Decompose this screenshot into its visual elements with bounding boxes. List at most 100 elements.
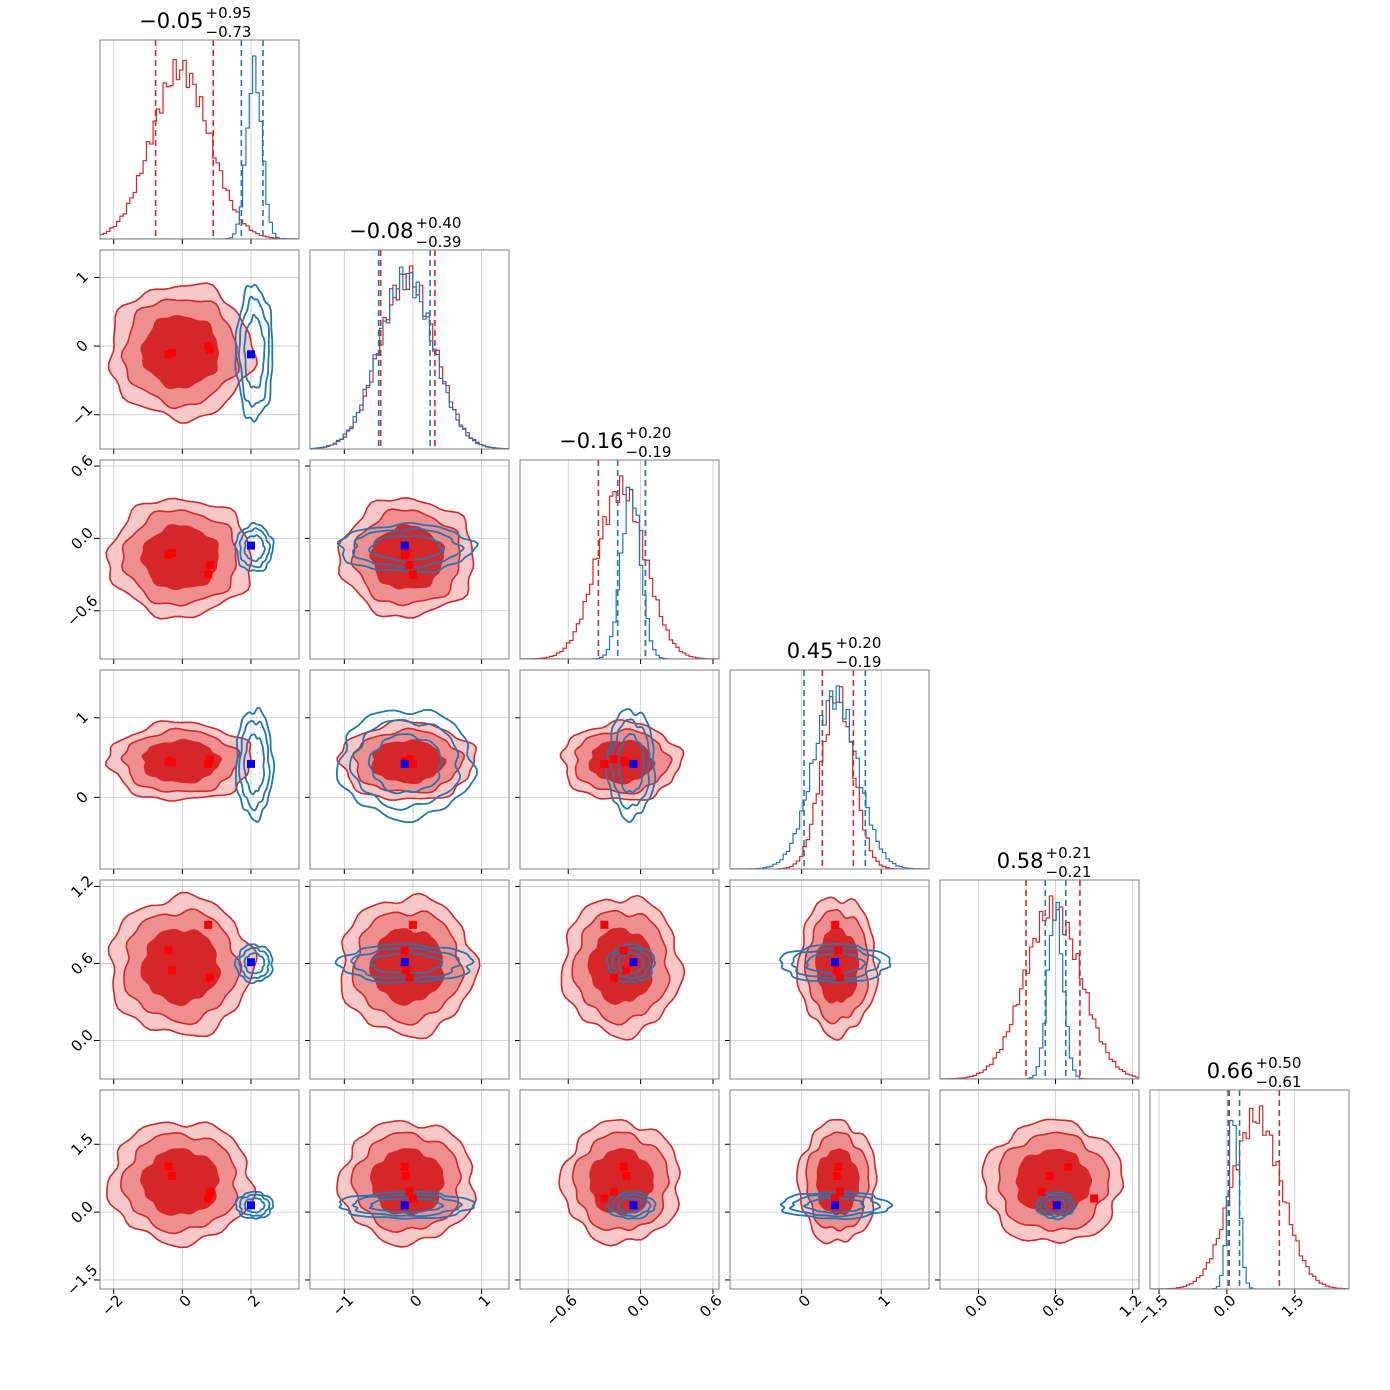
contour-red-inner: [140, 524, 219, 591]
histogram-blue: [100, 55, 299, 239]
title-plus: +0.21: [1046, 844, 1092, 862]
sample-point: [795, 957, 798, 960]
sample-point: [260, 321, 263, 323]
marker-red: [405, 560, 414, 569]
marker-blue: [247, 350, 255, 359]
sample-point: [440, 723, 442, 725]
panel-frame: [309, 669, 510, 870]
histogram-red: [520, 475, 719, 659]
sample-point: [269, 969, 272, 972]
sample-point: [258, 359, 261, 361]
marker-blue: [400, 1201, 409, 1210]
histogram-red: [100, 59, 299, 239]
contour-red-inner: [141, 738, 223, 784]
panel-frame: [519, 459, 720, 660]
sample-point: [258, 553, 261, 556]
marker-red: [622, 965, 631, 974]
panel-frame: [99, 669, 300, 870]
marker-red: [164, 756, 173, 765]
x-tick-label: 0: [795, 1291, 814, 1310]
title-minus: −0.19: [626, 443, 672, 461]
y-tick-label: 0.6: [67, 949, 97, 979]
panel-3-3: 0.45 +0.20−0.19: [729, 634, 930, 874]
sample-point: [634, 808, 636, 810]
x-tick-label: 1: [475, 1291, 494, 1310]
sample-point: [263, 968, 265, 971]
contour-blue-middle: [1038, 1193, 1072, 1218]
marker-red: [205, 755, 214, 764]
sample-point: [634, 711, 637, 714]
y-tick-label: 0.0: [67, 1026, 97, 1056]
sample-point: [412, 810, 415, 813]
sample-point: [256, 411, 259, 414]
panel-3-1: [305, 669, 510, 874]
sample-point: [256, 752, 258, 754]
panel-1-1: −0.08 +0.40−0.39: [309, 214, 510, 454]
contour-blue-outer: [336, 521, 479, 573]
histogram-blue: [940, 901, 1139, 1079]
contour-blue-inner: [805, 952, 867, 975]
panel-frame: [309, 459, 510, 660]
contour-blue-inner: [617, 733, 645, 794]
marker-red: [610, 1187, 619, 1196]
x-tick-label: 0: [406, 1291, 425, 1310]
title-median: −0.16: [559, 429, 623, 453]
title-median: −0.08: [349, 219, 413, 243]
sample-point: [343, 1205, 345, 1207]
sample-point: [252, 795, 255, 797]
contour-blue-outer: [1035, 1191, 1077, 1221]
marker-red: [1090, 1194, 1099, 1203]
sample-point: [253, 773, 256, 776]
marker-red: [164, 946, 173, 955]
marker-blue: [1052, 1201, 1061, 1210]
panel-2-1: [305, 459, 510, 664]
sample-point: [786, 962, 789, 965]
contour-blue-middle: [238, 295, 270, 408]
marker-blue: [247, 1201, 255, 1210]
y-tick-label: 1.5: [67, 1130, 97, 1160]
panel-5-1: −1 0 1: [305, 1089, 510, 1320]
contour-blue-outer: [234, 521, 275, 573]
contour-blue-outer: [606, 1190, 657, 1220]
sample-point: [269, 345, 272, 347]
contour-blue-middle: [238, 1193, 271, 1217]
contour-blue-inner: [368, 1197, 445, 1214]
sample-point: [254, 813, 256, 816]
marker-red: [164, 350, 173, 359]
panel-title: 0.66 +0.50−0.61: [1207, 1054, 1302, 1091]
sample-point: [247, 391, 250, 394]
panel-2-2: −0.16 +0.20−0.19: [519, 424, 720, 664]
y-tick-label: −1: [68, 401, 96, 429]
sample-point: [252, 726, 255, 729]
sample-point: [254, 390, 256, 392]
histogram-red: [730, 686, 929, 869]
contour-blue-middle: [238, 527, 272, 569]
marker-red: [408, 570, 417, 579]
marker-red: [619, 1162, 628, 1171]
contour-blue-middle: [351, 1193, 463, 1218]
marker-blue: [629, 759, 638, 768]
title-minus: −0.19: [836, 653, 882, 671]
panel-frame: [729, 879, 930, 1080]
marker-red: [408, 920, 417, 929]
panel-frame: [309, 879, 510, 1080]
panel-4-4: 0.58 +0.21−0.21: [939, 844, 1140, 1084]
histogram-blue: [1150, 1119, 1349, 1289]
contour-blue-middle: [238, 719, 271, 812]
marker-red: [622, 1171, 631, 1180]
contour-blue-middle: [790, 947, 881, 980]
sample-point: [250, 332, 253, 335]
contour-red-inner: [140, 928, 222, 1007]
marker-red: [204, 342, 213, 351]
panel-4-1: [305, 879, 510, 1084]
sample-point: [257, 1201, 260, 1204]
marker-red: [405, 973, 414, 982]
sample-point: [262, 801, 265, 804]
contour-blue-middle: [238, 947, 271, 980]
contour-blue-outer: [335, 708, 478, 824]
x-tick-label: 1.5: [1278, 1291, 1308, 1321]
marker-red: [402, 1171, 411, 1180]
marker-red: [600, 759, 609, 768]
y-tick-label: 0: [72, 337, 91, 356]
contour-blue-outer: [779, 1191, 894, 1221]
